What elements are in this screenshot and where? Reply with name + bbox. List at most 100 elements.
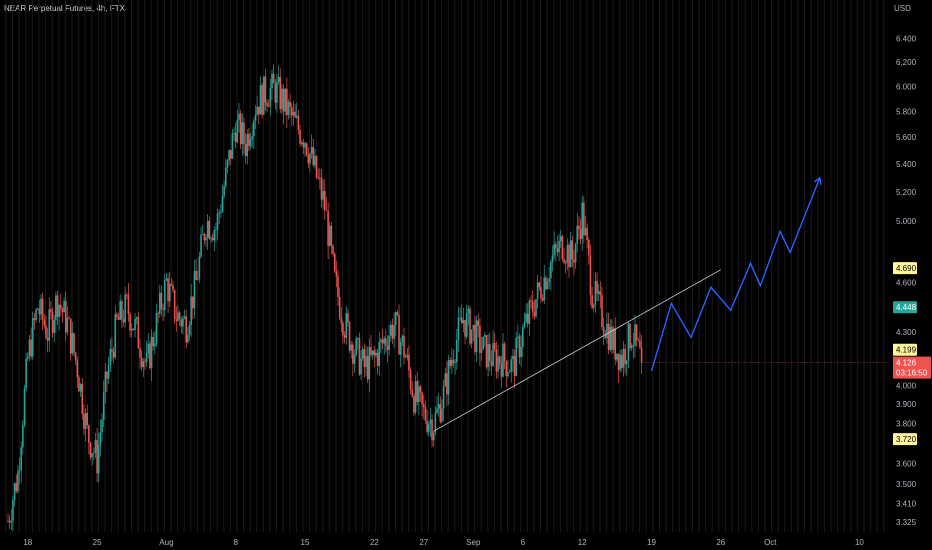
candle — [388, 324, 390, 356]
candle — [135, 316, 138, 325]
candle — [533, 300, 536, 320]
candle — [78, 375, 80, 392]
candle — [314, 148, 316, 169]
current-price-label: 4.126 — [896, 359, 917, 368]
candle — [616, 353, 618, 363]
candle — [320, 169, 323, 208]
candle — [170, 278, 173, 287]
candle — [254, 105, 257, 130]
candle — [116, 312, 118, 320]
candle — [332, 244, 334, 257]
candle — [165, 273, 168, 282]
candle — [602, 317, 605, 345]
candle — [639, 332, 641, 350]
y-tick-label: 3.410 — [896, 499, 917, 508]
candle — [561, 234, 564, 262]
y-tick-label: 3.900 — [896, 400, 917, 409]
candle — [53, 315, 55, 343]
candle — [437, 393, 440, 417]
candle — [248, 128, 250, 151]
candle — [442, 379, 445, 422]
candle — [258, 106, 260, 125]
candle — [515, 331, 517, 377]
candle — [482, 336, 484, 350]
candle — [13, 482, 16, 507]
candle — [139, 338, 141, 369]
candle — [531, 290, 534, 319]
candle — [272, 64, 275, 84]
candle — [127, 283, 130, 322]
candle — [360, 349, 362, 381]
candle — [297, 109, 300, 135]
candle — [12, 496, 14, 531]
candle — [246, 129, 249, 165]
candle — [302, 138, 305, 154]
candle — [119, 294, 121, 321]
candle — [71, 321, 74, 356]
candle — [305, 142, 308, 157]
candle — [286, 77, 288, 129]
candle — [122, 309, 125, 327]
candle — [581, 195, 583, 251]
candle — [20, 441, 22, 483]
candle — [573, 250, 575, 275]
x-tick-label: Sep — [466, 538, 481, 547]
candle — [73, 332, 75, 357]
candle — [183, 309, 186, 320]
candle — [536, 274, 539, 309]
candle — [492, 330, 494, 367]
candle — [61, 306, 64, 323]
candle — [249, 132, 252, 150]
candle — [556, 235, 559, 257]
candle — [31, 311, 34, 360]
x-tick-label: 15 — [301, 538, 310, 547]
candle — [634, 314, 636, 358]
price-badge-label: 4.690 — [896, 264, 917, 273]
candle — [152, 332, 154, 351]
candle — [366, 346, 369, 383]
candle — [241, 113, 244, 156]
candle — [126, 292, 128, 300]
candle — [238, 103, 240, 133]
candle — [460, 304, 463, 324]
candle — [497, 344, 499, 378]
candle — [236, 109, 239, 144]
candle — [284, 88, 286, 116]
candle — [259, 76, 262, 115]
candle — [538, 281, 541, 291]
candle — [347, 308, 349, 327]
x-tick-label: 26 — [716, 538, 725, 547]
candle — [568, 242, 570, 278]
candle — [512, 348, 514, 373]
y-tick-label: 4.300 — [896, 328, 917, 337]
candle — [102, 380, 105, 428]
candle — [328, 222, 331, 247]
candle — [162, 303, 164, 321]
candle — [622, 340, 625, 377]
candle — [195, 259, 197, 281]
x-tick-label: 22 — [370, 538, 379, 547]
candle — [228, 149, 230, 166]
candle — [419, 384, 422, 402]
candle — [357, 337, 359, 350]
candle — [23, 384, 26, 428]
candle — [350, 340, 352, 359]
countdown-label: 03:16:50 — [896, 369, 928, 378]
candle — [267, 99, 270, 107]
candle — [413, 393, 415, 417]
candle — [307, 146, 310, 168]
candle — [543, 264, 546, 305]
candle — [43, 313, 46, 329]
candle — [345, 305, 348, 345]
y-tick-label: 4.600 — [896, 278, 917, 287]
candle — [261, 82, 263, 119]
candle — [526, 303, 529, 328]
candle — [594, 272, 597, 314]
candle — [612, 325, 615, 354]
candle — [355, 335, 357, 357]
candle — [28, 334, 31, 362]
candle — [117, 312, 120, 321]
candle — [513, 349, 516, 389]
candle — [279, 68, 282, 113]
